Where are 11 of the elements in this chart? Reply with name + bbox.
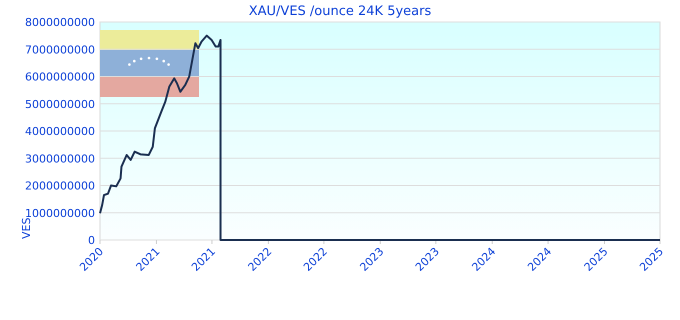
y-tick-label: 7000000000	[25, 43, 95, 56]
chart-title: XAU/VES /ounce 24K 5years	[248, 4, 432, 19]
y-tick-label: 2000000000	[25, 180, 95, 192]
line-series	[99, 34, 661, 241]
y-tick-label: 6000000000	[25, 70, 95, 84]
y-tick-label: 3000000000	[25, 152, 95, 166]
y-tick-label: 4000000000	[25, 125, 95, 138]
y-tick-label: 0	[88, 234, 95, 247]
y-tick-label: 8000000000	[25, 16, 95, 29]
y-tick-label: 5000000000	[25, 98, 95, 111]
y-axis-title: VES	[20, 218, 33, 239]
